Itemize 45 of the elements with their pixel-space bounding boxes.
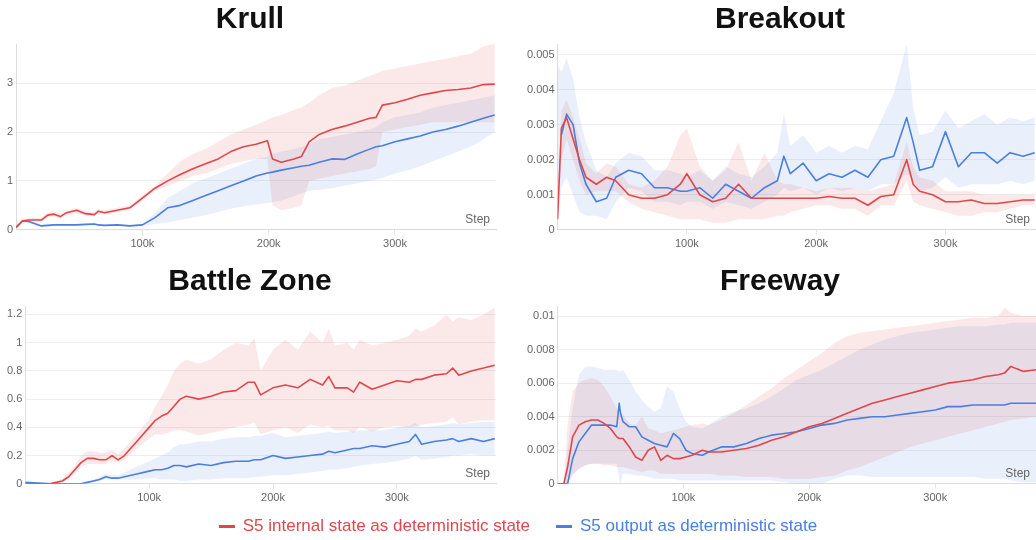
chart-title: Freeway — [719, 263, 841, 297]
x-tick-label: 100k — [137, 491, 162, 504]
y-tick-label: 0.003 — [527, 117, 555, 130]
x-tick-label: 300k — [923, 491, 948, 504]
y-tick-label: 0.6 — [6, 392, 23, 405]
y-tick-label: 0 — [16, 476, 23, 489]
y-tick-label: 0 — [548, 222, 555, 235]
y-tick-label: 0.01 — [533, 309, 555, 322]
y-tick-label: 1.2 — [6, 307, 23, 320]
y-tick-label: 0.004 — [527, 409, 555, 422]
chart-title: Krull — [215, 1, 285, 35]
x-tick-label: 200k — [797, 491, 822, 504]
y-tick-label: 0.2 — [6, 448, 23, 461]
y-tick-label: 0.006 — [527, 376, 555, 389]
x-tick-label: 300k — [384, 491, 410, 504]
legend-label: S5 internal state as deterministic state — [242, 516, 531, 536]
x-axis-title: Step — [465, 212, 491, 227]
x-axis-title: Step — [1005, 212, 1031, 227]
x-tick-label: 100k — [130, 237, 155, 250]
y-tick-label: 0 — [548, 476, 555, 489]
y-tick-label: 1 — [6, 173, 14, 186]
chart-title: Battle Zone — [168, 263, 332, 297]
y-tick-label: 0 — [6, 222, 14, 235]
x-axis-title: Step — [1005, 466, 1031, 481]
x-tick-label: 200k — [261, 491, 286, 504]
y-tick-label: 0.002 — [527, 152, 555, 165]
y-tick-label: 0.005 — [527, 47, 555, 60]
y-tick-label: 0.004 — [527, 82, 555, 95]
y-tick-label: 1 — [16, 335, 23, 348]
x-tick-label: 100k — [671, 491, 696, 504]
x-tick-label: 300k — [383, 237, 408, 250]
x-tick-label: 100k — [674, 237, 700, 250]
y-tick-label: 0.4 — [6, 420, 23, 433]
x-tick-label: 200k — [804, 237, 829, 250]
y-tick-label: 0.008 — [527, 342, 555, 355]
y-tick-label: 0.002 — [527, 443, 555, 456]
y-tick-label: 0.001 — [527, 187, 555, 200]
x-tick-label: 200k — [256, 237, 282, 250]
chart-title: Breakout — [714, 1, 846, 35]
x-tick-label: 300k — [933, 237, 958, 250]
y-tick-label: 3 — [6, 76, 14, 89]
legend-label: S5 output as deterministic state — [580, 516, 818, 536]
y-tick-label: 2 — [6, 125, 14, 138]
y-tick-label: 0.8 — [6, 363, 23, 376]
x-axis-title: Step — [465, 466, 491, 481]
